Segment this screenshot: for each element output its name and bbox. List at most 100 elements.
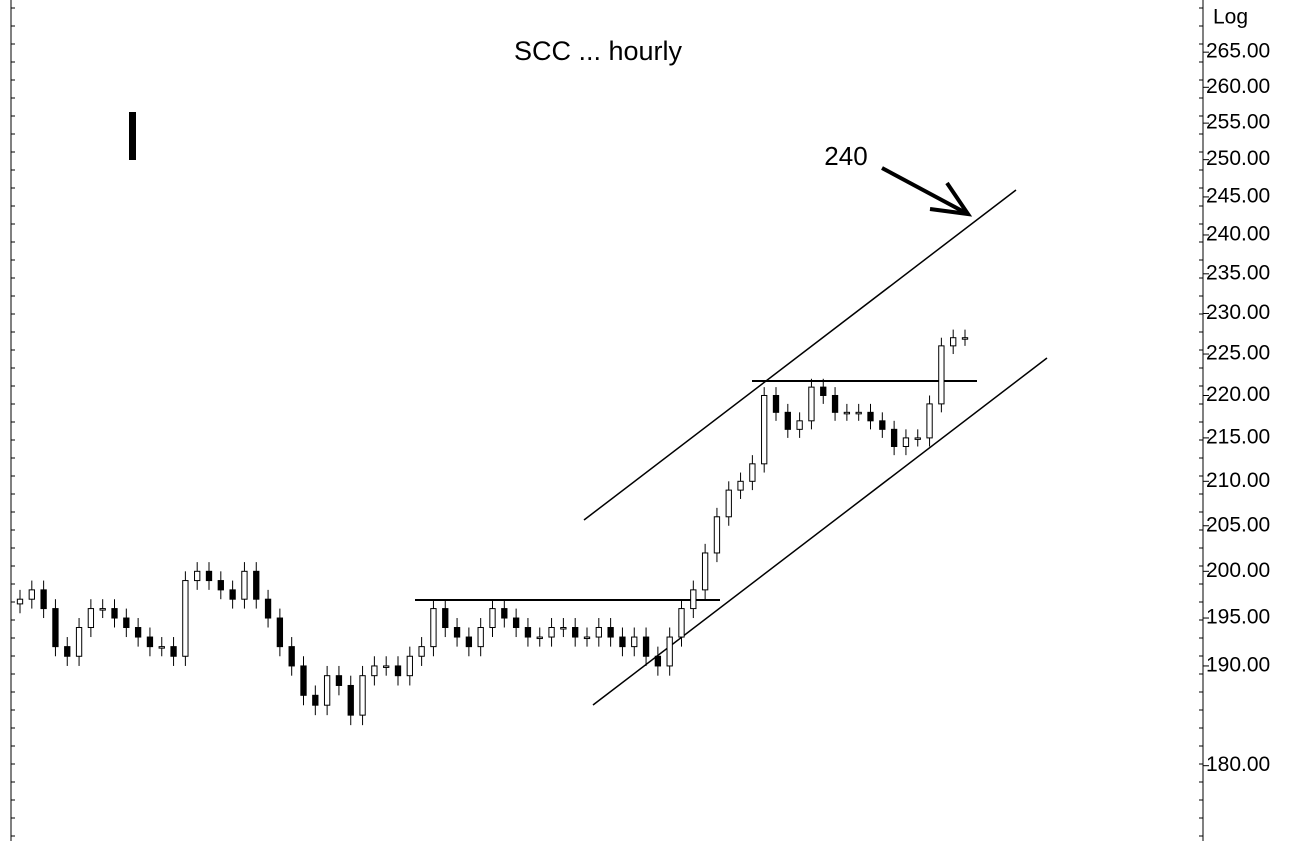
candle-body <box>678 608 685 638</box>
y-tick-label: 220.00 <box>1206 383 1270 406</box>
candle-body <box>914 437 921 440</box>
chart-title: SCC ... hourly <box>514 36 683 66</box>
candle-body <box>796 420 803 430</box>
candle-body <box>288 646 295 667</box>
candle-body <box>264 598 272 619</box>
annotation-arrow <box>881 166 973 217</box>
candle-body <box>442 608 449 629</box>
candle-body <box>394 665 402 677</box>
candle-body <box>725 489 732 518</box>
candle-body <box>87 608 95 629</box>
candle-body <box>75 627 83 657</box>
candle-body <box>383 665 390 668</box>
candle-body <box>489 608 496 629</box>
candle-body <box>926 403 933 439</box>
y-tick-label: 225.00 <box>1206 342 1270 365</box>
candle-body <box>158 646 165 649</box>
candle-body <box>831 394 839 413</box>
candle-body <box>961 337 969 340</box>
candle-body <box>595 627 602 638</box>
candle-body <box>99 608 106 611</box>
y-tick-label: 260.00 <box>1206 75 1270 98</box>
scale-label: Log <box>1213 6 1248 29</box>
candle-body <box>583 636 591 640</box>
y-tick-label: 255.00 <box>1206 111 1270 134</box>
candle-body <box>761 394 768 465</box>
candle-body <box>536 636 543 640</box>
candle-body <box>312 694 319 706</box>
candle-body <box>241 570 248 600</box>
candle-body <box>666 636 673 667</box>
candle-body <box>406 655 413 677</box>
y-tick-label: 195.00 <box>1206 606 1270 629</box>
candle-body <box>512 617 520 629</box>
candle-body <box>524 627 532 638</box>
y-tick-label: 190.00 <box>1206 653 1270 676</box>
candle-body <box>16 598 24 605</box>
candle-body <box>371 665 378 677</box>
candle-body <box>855 411 862 415</box>
y-tick-label: 200.00 <box>1206 559 1270 582</box>
candle-body <box>194 570 201 582</box>
candle-body <box>253 570 260 600</box>
candle-body <box>820 386 827 396</box>
candle-body <box>40 589 47 610</box>
candle-body <box>323 675 331 706</box>
candle-body <box>560 627 567 630</box>
y-tick-label: 205.00 <box>1206 513 1270 536</box>
candle-body <box>418 646 425 657</box>
y-tick-label: 240.00 <box>1206 223 1270 246</box>
candle-body <box>902 437 910 448</box>
candle-body <box>205 570 213 582</box>
candle-body <box>123 617 130 629</box>
candle-body <box>501 608 508 619</box>
candle-body <box>654 655 662 667</box>
y-tick-label: 235.00 <box>1206 261 1270 284</box>
candle-body <box>749 463 756 482</box>
candle-body <box>28 589 35 600</box>
candle-body <box>631 636 638 648</box>
candle-body <box>347 684 354 716</box>
y-tick-label: 245.00 <box>1206 184 1270 207</box>
candle-body <box>335 675 343 686</box>
candle-body <box>111 608 118 619</box>
candle-body <box>690 589 697 610</box>
candle-body <box>300 665 307 696</box>
candle-body <box>276 617 284 648</box>
candle-body <box>950 337 957 347</box>
channel-upper <box>583 189 1017 521</box>
candle-body <box>182 580 189 657</box>
candles <box>16 329 969 726</box>
y-tick-label: 215.00 <box>1206 425 1270 448</box>
candle-body <box>64 646 71 657</box>
candle-body <box>867 411 874 422</box>
candle-body <box>477 627 484 648</box>
y-tick-label: 180.00 <box>1206 753 1270 776</box>
y-tick-label: 230.00 <box>1206 301 1270 324</box>
arrow-shaft <box>881 166 967 215</box>
candle-body <box>642 636 650 657</box>
candle-body <box>217 580 224 591</box>
candle-body <box>465 636 473 648</box>
candle-body <box>737 480 744 491</box>
candle-body <box>229 589 236 600</box>
candle-body <box>713 516 721 554</box>
candle-body <box>701 552 709 591</box>
candle-body <box>548 627 555 638</box>
annotation: 240 <box>824 141 867 171</box>
candle-body <box>146 636 154 648</box>
candle-body <box>772 394 780 413</box>
logo-mark <box>129 112 136 160</box>
candle-body <box>938 345 945 405</box>
candle-body <box>134 627 142 638</box>
candle-body <box>430 608 437 648</box>
y-tick-label: 250.00 <box>1206 147 1270 170</box>
candle-body <box>453 627 461 638</box>
candle-body <box>843 411 851 415</box>
candle-body <box>879 420 886 430</box>
candle-body <box>170 646 177 657</box>
candle-body <box>808 386 815 422</box>
candle-body <box>784 411 791 430</box>
